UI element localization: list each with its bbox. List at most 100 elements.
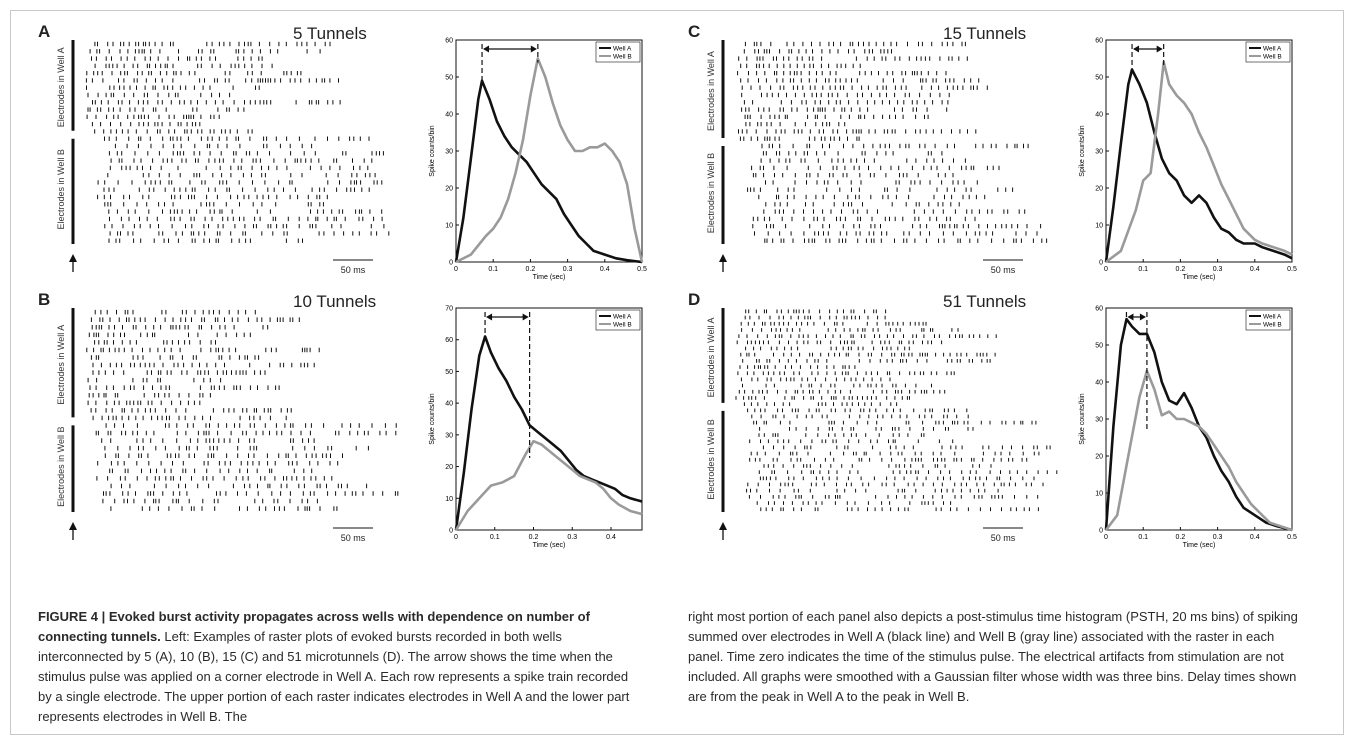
- y-axis-label: Spike counts/bin: [429, 393, 436, 444]
- well-a-label: Electrodes in Well A: [56, 47, 66, 127]
- x-tick-label: 0.2: [526, 266, 536, 273]
- y-tick-label: 70: [445, 306, 453, 313]
- delay-arrowhead-right-icon: [1156, 45, 1163, 53]
- raster-plot: Electrodes in Well A Electrodes in Well B…: [56, 40, 390, 275]
- well-a-label: Electrodes in Well A: [706, 51, 716, 131]
- x-tick-label: 0: [1104, 534, 1108, 541]
- x-tick-label: 0.3: [563, 266, 573, 273]
- scale-bar-label: 50 ms: [991, 265, 1016, 275]
- y-tick-label: 0: [1099, 528, 1103, 535]
- well-a-label: Electrodes in Well A: [706, 318, 716, 398]
- delay-arrowhead-left-icon: [1127, 313, 1134, 321]
- y-tick-label: 30: [445, 149, 453, 156]
- raster-spikes: [737, 41, 1048, 243]
- series-line-well-b: [1104, 369, 1293, 532]
- caption-left-text: Left: Examples of raster plots of evoked…: [38, 629, 630, 724]
- delay-arrowhead-left-icon: [486, 313, 493, 321]
- x-tick-label: 0: [454, 266, 458, 273]
- panel-title: 51 Tunnels: [943, 292, 1027, 311]
- legend-entry: Well A: [1263, 314, 1282, 321]
- y-tick-label: 10: [1095, 223, 1103, 230]
- panel-label: A: [38, 22, 51, 41]
- psth-chart: 0 0.1 0.2 0.3 0.4 0.5 0 10 20 30 40 50 60 Time (sec) S…: [429, 38, 647, 282]
- x-tick-label: 0.2: [1176, 266, 1186, 273]
- series-line-well-b: [454, 439, 643, 531]
- y-tick-label: 60: [445, 38, 453, 45]
- delay-arrowhead-right-icon: [522, 313, 529, 321]
- well-b-label: Electrodes in Well B: [706, 419, 716, 499]
- x-tick-label: 0.1: [488, 266, 498, 273]
- x-tick-label: 0.5: [637, 266, 647, 273]
- y-tick-label: 50: [1095, 75, 1103, 82]
- well-a-label: Electrodes in Well A: [56, 325, 66, 405]
- legend-entry: Well B: [1263, 54, 1282, 61]
- y-tick-label: 30: [1095, 417, 1103, 424]
- legend-entry: Well B: [613, 54, 632, 61]
- scale-bar-label: 50 ms: [991, 533, 1016, 543]
- x-tick-label: 0.4: [1250, 266, 1260, 273]
- raster-spikes: [85, 41, 390, 243]
- scale-bar-label: 50 ms: [341, 533, 366, 543]
- stimulus-arrow-icon: [719, 522, 727, 530]
- psth-chart: 0 0.1 0.2 0.3 0.4 0.5 0 10 20 30 40 50 60 Time (sec) S…: [1079, 306, 1297, 550]
- x-tick-label: 0.4: [606, 534, 616, 541]
- x-tick-label: 0.2: [1176, 534, 1186, 541]
- y-tick-label: 50: [1095, 343, 1103, 350]
- x-tick-label: 0.4: [1250, 534, 1260, 541]
- plot-area: [1105, 307, 1293, 531]
- panel-b: B 10 Tunnels Electrodes in Well A Electrode…: [38, 290, 683, 555]
- delay-arrowhead-right-icon: [1139, 313, 1146, 321]
- x-tick-label: 0: [1104, 266, 1108, 273]
- panel-title: 5 Tunnels: [293, 24, 367, 43]
- raster-plot: Electrodes in Well A Electrodes in Well B…: [56, 308, 399, 543]
- stimulus-arrow-icon: [69, 522, 77, 530]
- caption-right: right most portion of each panel also de…: [688, 607, 1298, 707]
- series-line-well-b: [455, 57, 644, 264]
- y-tick-label: 40: [1095, 380, 1103, 387]
- panel-c: C 15 Tunnels Electrodes in Well A Electrode…: [688, 22, 1333, 287]
- y-tick-label: 50: [445, 369, 453, 376]
- y-tick-label: 60: [1095, 306, 1103, 313]
- x-tick-label: 0.1: [490, 534, 500, 541]
- y-axis-label: Spike counts/bin: [429, 125, 436, 176]
- y-tick-label: 20: [1095, 454, 1103, 461]
- y-axis-label: Spike counts/bin: [1079, 393, 1086, 444]
- y-tick-label: 0: [1099, 260, 1103, 267]
- x-axis-label: Time (sec): [533, 274, 566, 281]
- x-axis-label: Time (sec): [1183, 542, 1216, 549]
- raster-spikes: [735, 309, 1058, 512]
- raster-plot: Electrodes in Well A Electrodes in Well B…: [706, 40, 1048, 275]
- legend-entry: Well A: [613, 314, 632, 321]
- series-line-well-b: [1105, 60, 1293, 264]
- figure-frame: [10, 10, 1344, 735]
- well-b-label: Electrodes in Well B: [56, 426, 66, 506]
- x-tick-label: 0: [454, 534, 458, 541]
- x-tick-label: 0.5: [1287, 266, 1297, 273]
- y-tick-label: 20: [445, 186, 453, 193]
- x-tick-label: 0.1: [1138, 266, 1148, 273]
- series-line-well-a: [454, 79, 643, 264]
- delay-arrowhead-left-icon: [483, 45, 490, 53]
- x-tick-label: 0.2: [529, 534, 539, 541]
- y-tick-label: 20: [445, 464, 453, 471]
- x-axis-label: Time (sec): [533, 542, 566, 549]
- panel-label: B: [38, 290, 51, 309]
- panel-d: D 51 Tunnels Electrodes in Well A Electrode…: [688, 290, 1333, 555]
- y-tick-label: 40: [445, 401, 453, 408]
- plot-area: [455, 39, 643, 263]
- y-tick-label: 0: [449, 260, 453, 267]
- well-b-label: Electrodes in Well B: [56, 149, 66, 229]
- panel-title: 15 Tunnels: [943, 24, 1027, 43]
- caption-left: FIGURE 4 | Evoked burst activity propaga…: [38, 607, 638, 727]
- stimulus-arrow-icon: [69, 254, 77, 262]
- raster-spikes: [86, 309, 399, 511]
- well-b-label: Electrodes in Well B: [706, 153, 716, 233]
- scale-bar-label: 50 ms: [341, 265, 366, 275]
- y-tick-label: 0: [449, 528, 453, 535]
- panel-label: D: [688, 290, 701, 309]
- y-tick-label: 50: [445, 75, 453, 82]
